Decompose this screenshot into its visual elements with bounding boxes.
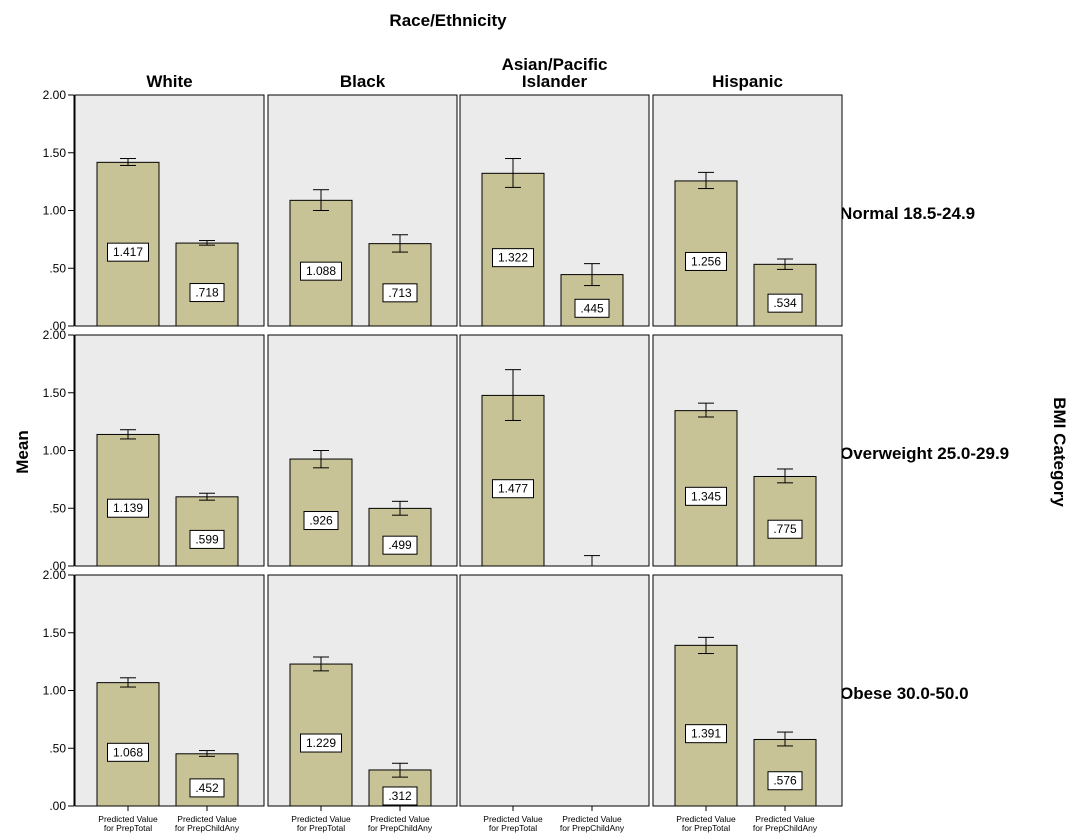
data-label: .534 bbox=[773, 296, 797, 310]
data-label-box bbox=[107, 242, 149, 262]
data-label: 1.229 bbox=[306, 736, 336, 750]
column-header-2: Asian/Pacific Islander bbox=[502, 55, 608, 91]
y-tick-label: 1.50 bbox=[43, 146, 67, 160]
y-tick-label: 1.00 bbox=[43, 684, 67, 698]
row-header-1: Overweight 25.0-29.9 bbox=[840, 444, 1009, 463]
data-label-box bbox=[107, 498, 149, 518]
data-label: .926 bbox=[309, 514, 333, 528]
row-header-2: Obese 30.0-50.0 bbox=[840, 684, 969, 703]
data-label-box bbox=[382, 786, 418, 806]
y-tick-label: 1.00 bbox=[43, 444, 67, 458]
data-label: .445 bbox=[580, 301, 604, 315]
data-label-box bbox=[382, 283, 418, 303]
data-label: .599 bbox=[195, 532, 219, 546]
x-category-label: Predicted Value for PrepChildAny bbox=[368, 814, 433, 833]
data-label-box bbox=[382, 535, 418, 555]
data-label: 1.139 bbox=[113, 501, 143, 515]
y-tick-label: .50 bbox=[49, 741, 66, 755]
x-category-label: Predicted Value for PrepChildAny bbox=[560, 814, 625, 833]
y-tick-label: .00 bbox=[49, 559, 66, 573]
data-label: 1.322 bbox=[498, 251, 528, 265]
row-axis-label: BMI Category bbox=[1050, 397, 1069, 507]
row-header-0: Normal 18.5-24.9 bbox=[840, 204, 975, 223]
data-label-box bbox=[767, 771, 803, 791]
column-header-0: White bbox=[146, 72, 192, 91]
y-tick-label: .00 bbox=[49, 799, 66, 813]
y-tick-label: 2.00 bbox=[43, 568, 67, 582]
panel-background bbox=[459, 574, 650, 807]
data-label: .718 bbox=[195, 286, 219, 300]
x-category-label: Predicted Value for PrepTotal bbox=[291, 814, 351, 833]
data-label: .775 bbox=[773, 522, 797, 536]
data-label: 1.417 bbox=[113, 245, 143, 259]
data-label-box bbox=[300, 733, 342, 753]
data-label-box bbox=[300, 261, 342, 281]
data-label-box bbox=[189, 529, 225, 549]
data-label: .452 bbox=[195, 781, 219, 795]
data-label: 1.391 bbox=[691, 727, 721, 741]
y-tick-label: .00 bbox=[49, 319, 66, 333]
data-label: .576 bbox=[773, 774, 797, 788]
column-header-1: Black bbox=[340, 72, 386, 91]
data-label-box bbox=[492, 479, 534, 499]
y-tick-label: 1.00 bbox=[43, 204, 67, 218]
data-label-box bbox=[685, 724, 727, 744]
data-label-box bbox=[107, 742, 149, 762]
y-tick-label: 1.50 bbox=[43, 386, 67, 400]
data-label-box bbox=[685, 251, 727, 271]
data-label-box bbox=[767, 519, 803, 539]
y-tick-label: .50 bbox=[49, 501, 66, 515]
x-category-label: Predicted Value for PrepTotal bbox=[98, 814, 158, 833]
data-label: .499 bbox=[388, 538, 412, 552]
data-label-box bbox=[574, 298, 610, 318]
y-tick-label: 2.00 bbox=[43, 328, 67, 342]
y-tick-label: 1.50 bbox=[43, 626, 67, 640]
column-header-3: Hispanic bbox=[712, 72, 783, 91]
data-label-box bbox=[685, 486, 727, 506]
data-label-box bbox=[492, 248, 534, 268]
x-category-label: Predicted Value for PrepTotal bbox=[676, 814, 736, 833]
data-label-box bbox=[189, 283, 225, 303]
x-category-label: Predicted Value for PrepChildAny bbox=[753, 814, 818, 833]
data-label-box bbox=[767, 293, 803, 313]
x-category-label: Predicted Value for PrepTotal bbox=[483, 814, 543, 833]
x-category-label: Predicted Value for PrepChildAny bbox=[175, 814, 240, 833]
chart-title: Race/Ethnicity bbox=[389, 11, 507, 30]
data-label-box bbox=[189, 778, 225, 798]
data-label: .312 bbox=[388, 789, 412, 803]
data-label: 1.256 bbox=[691, 254, 721, 268]
y-axis-label: Mean bbox=[13, 430, 32, 473]
data-label: 1.068 bbox=[113, 745, 143, 759]
data-label: 1.088 bbox=[306, 264, 336, 278]
data-label-box bbox=[303, 511, 339, 531]
y-tick-label: 2.00 bbox=[43, 88, 67, 102]
y-tick-label: .50 bbox=[49, 261, 66, 275]
data-label: .713 bbox=[388, 286, 412, 300]
plot-area: White Black Asian/Pacific Islander Hispanic N… bbox=[43, 55, 1010, 833]
data-label: 1.477 bbox=[498, 482, 528, 496]
data-label: 1.345 bbox=[691, 489, 721, 503]
